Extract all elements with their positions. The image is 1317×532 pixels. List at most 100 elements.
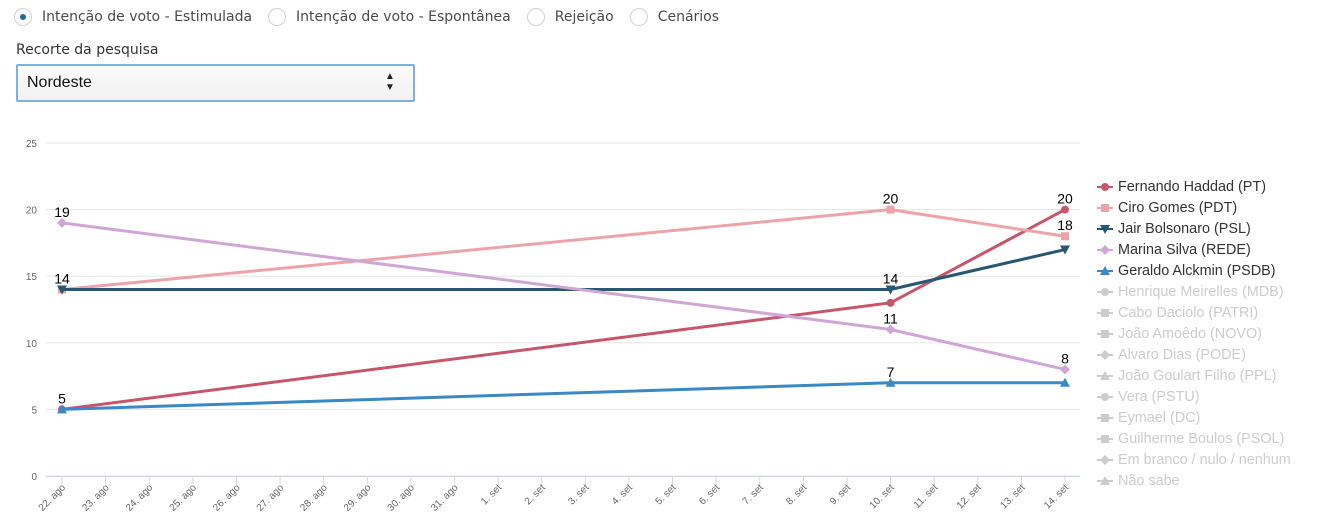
legend-item[interactable]: Não sabe: [1096, 470, 1291, 491]
legend-symbol-icon: [1097, 392, 1113, 401]
legend-marker: [1100, 475, 1110, 485]
legend-marker: [1100, 349, 1110, 360]
region-select[interactable]: Nordeste ▲ ▼: [16, 64, 415, 102]
data-label: 14: [883, 271, 899, 287]
legend-marker: [1100, 244, 1110, 255]
data-label: 18: [1057, 217, 1073, 233]
x-tick-label: 10. set: [868, 482, 897, 511]
y-tick-label: 15: [26, 272, 38, 283]
data-label: 11: [883, 310, 898, 326]
y-tick-label: 10: [26, 339, 38, 350]
poll-type-radio-group: Intenção de voto - Estimulada Intenção d…: [14, 6, 735, 28]
x-tick-label: 3. set: [566, 482, 591, 507]
radio-cenarios[interactable]: Cenários: [629, 8, 719, 26]
x-tick-label: 25. ago: [168, 482, 200, 514]
x-tick-label: 14. set: [1042, 482, 1071, 511]
x-tick-label: 1. set: [479, 482, 504, 507]
x-tick-label: 8. set: [784, 482, 809, 507]
legend-marker: [1101, 392, 1109, 401]
radio-label-espontanea: Intenção de voto - Espontânea: [296, 9, 511, 25]
legend-symbol-icon: [1097, 182, 1113, 191]
select-arrows-icon: ▲ ▼: [385, 71, 395, 93]
legend-item[interactable]: Ciro Gomes (PDT): [1096, 197, 1291, 218]
x-tick-label: 23. ago: [80, 482, 112, 514]
legend-item[interactable]: João Amoêdo (NOVO): [1096, 323, 1291, 344]
legend-label: Jair Bolsonaro (PSL): [1118, 220, 1251, 237]
y-tick-label: 20: [26, 206, 38, 217]
legend-item[interactable]: Vera (PSTU): [1096, 386, 1291, 407]
legend-label: Cabo Daciolo (PATRI): [1118, 304, 1259, 321]
legend-label: Guilherme Boulos (PSOL): [1118, 430, 1285, 447]
legend-item[interactable]: Fernando Haddad (PT): [1096, 176, 1291, 197]
x-tick-label: 24. ago: [124, 482, 156, 514]
data-point: [57, 217, 67, 228]
legend-item[interactable]: Geraldo Alckmin (PSDB): [1096, 260, 1291, 281]
region-select-label: Recorte da pesquisa: [16, 42, 159, 58]
data-point: [1060, 245, 1070, 255]
legend-item[interactable]: João Goulart Filho (PPL): [1096, 365, 1291, 386]
y-tick-label: 25: [26, 139, 38, 150]
data-label: 5: [58, 390, 66, 406]
legend-symbol-icon: [1097, 244, 1113, 255]
legend-symbol-icon: [1097, 265, 1113, 275]
x-tick-label: 4. set: [610, 482, 635, 507]
y-tick-label: 5: [31, 405, 37, 416]
radio-circle-estimulada[interactable]: [14, 8, 32, 26]
legend-symbol-icon: [1097, 454, 1113, 465]
data-label: 19: [54, 204, 70, 220]
data-label: 20: [883, 191, 899, 207]
radio-circle-cenarios[interactable]: [629, 8, 648, 26]
x-tick-label: 6. set: [697, 482, 722, 507]
legend-item[interactable]: Eymael (DC): [1096, 407, 1291, 428]
data-label: 14: [54, 271, 70, 287]
chart-legend: Fernando Haddad (PT) Ciro Gomes (PDT) Jair…: [1096, 176, 1291, 491]
data-point: [57, 285, 67, 295]
legend-label: Vera (PSTU): [1118, 388, 1200, 405]
legend-label: Fernando Haddad (PT): [1118, 178, 1266, 195]
legend-symbol-icon: [1097, 308, 1113, 317]
x-tick-label: 22. ago: [37, 482, 69, 514]
legend-label: Henrique Meirelles (MDB): [1118, 283, 1284, 300]
data-label: 20: [1057, 191, 1073, 207]
legend-label: Marina Silva (REDE): [1118, 241, 1251, 258]
legend-symbol-icon: [1097, 329, 1113, 338]
legend-item[interactable]: Marina Silva (REDE): [1096, 239, 1291, 260]
legend-label: Ciro Gomes (PDT): [1118, 199, 1238, 216]
legend-label: Não sabe: [1118, 472, 1180, 489]
legend-marker: [1101, 434, 1109, 443]
legend-symbol-icon: [1097, 370, 1113, 380]
data-point: [1060, 377, 1070, 387]
legend-marker: [1101, 287, 1109, 296]
data-label: 8: [1061, 350, 1069, 366]
legend-item[interactable]: Henrique Meirelles (MDB): [1096, 281, 1291, 302]
x-tick-label: 30. ago: [386, 482, 418, 514]
legend-label: Eymael (DC): [1118, 409, 1201, 426]
radio-rejeicao[interactable]: Rejeição: [526, 8, 614, 26]
radio-circle-espontanea[interactable]: [268, 8, 287, 26]
x-tick-label: 2. set: [523, 482, 548, 507]
data-point: [886, 298, 895, 307]
data-point: [885, 285, 896, 295]
x-tick-label: 27. ago: [255, 482, 287, 514]
radio-circle-rejeicao[interactable]: [526, 8, 545, 26]
radio-estimulada[interactable]: Intenção de voto - Estimulada: [14, 8, 252, 26]
data-label: 7: [887, 364, 895, 380]
legend-item[interactable]: Guilherme Boulos (PSOL): [1096, 428, 1291, 449]
series-line: [60, 208, 1067, 411]
legend-marker: [1100, 370, 1110, 380]
x-tick-label: 31. ago: [429, 482, 461, 514]
legend-item[interactable]: Em branco / nulo / nenhum: [1096, 449, 1291, 470]
legend-item[interactable]: Jair Bolsonaro (PSL): [1096, 218, 1291, 239]
x-tick-label: 29. ago: [342, 482, 374, 514]
legend-marker: [1100, 454, 1110, 465]
data-point: [1060, 364, 1070, 375]
legend-item[interactable]: Alvaro Dias (PODE): [1096, 344, 1291, 365]
data-point: [886, 205, 895, 214]
x-tick-label: 5. set: [654, 482, 679, 507]
x-tick-label: 7. set: [741, 482, 766, 507]
radio-espontanea[interactable]: Intenção de voto - Espontânea: [268, 8, 511, 26]
legend-marker: [1101, 308, 1109, 317]
legend-item[interactable]: Cabo Daciolo (PATRI): [1096, 302, 1291, 323]
legend-marker: [1101, 413, 1109, 422]
legend-symbol-icon: [1097, 349, 1113, 360]
